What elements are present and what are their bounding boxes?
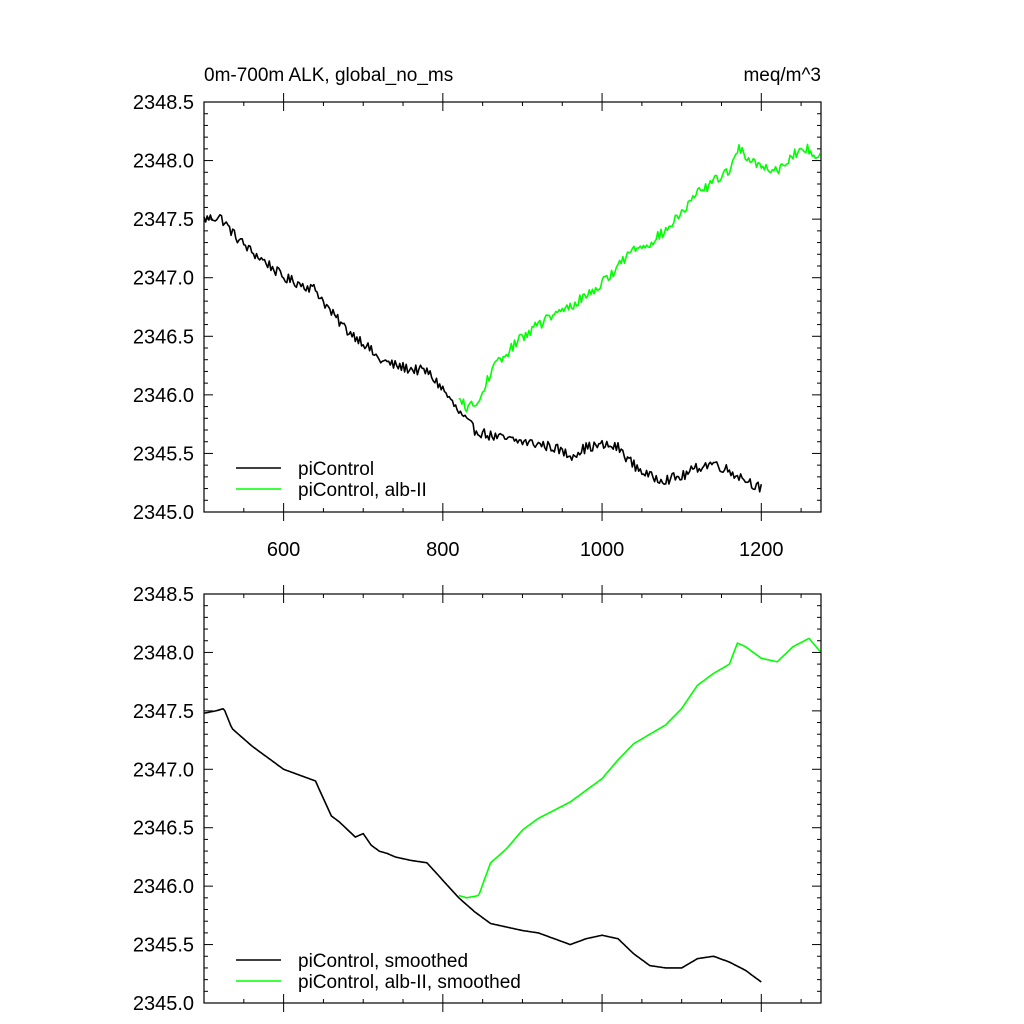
y-tick-label: 2345.5: [133, 935, 194, 957]
legend-label: piControl: [298, 459, 374, 480]
y-tick-label: 2347.5: [133, 701, 194, 723]
top-panel: 2345.0 2345.5 2346.0 2346.5 2347.0 2347.5 2348…: [133, 92, 822, 561]
plot-frame: [203, 593, 822, 1004]
y-tick-label: 2348.5: [133, 92, 194, 114]
legend-label: piControl, alb-II, smoothed: [298, 972, 521, 993]
y-tick-label: 2348.0: [133, 642, 194, 664]
legend-label: piControl, smoothed: [298, 951, 468, 972]
y-tick-label: 2346.5: [133, 326, 194, 348]
y-tick-label: 2347.0: [133, 268, 194, 290]
y-tick-label: 2348.0: [133, 151, 194, 173]
bottom-panel: 2345.0 2345.5 2346.0 2346.5 2347.0 2347.5 2348…: [133, 584, 822, 1015]
y-tick-label: 2348.5: [133, 584, 194, 606]
y-tick-label: 2345.0: [133, 993, 194, 1015]
series-line-1: [458, 637, 821, 899]
x-tick-label: 800: [426, 539, 459, 561]
legend-label: piControl, alb-II: [298, 480, 427, 501]
plot-frame: [203, 101, 822, 513]
x-tick-label: 1000: [580, 539, 625, 561]
x-tick-label: 600: [267, 539, 300, 561]
series-line-1: [458, 143, 821, 413]
units-label: meq/m^3: [743, 65, 821, 86]
chart-title: 0m-700m ALK, global_no_ms: [204, 65, 453, 86]
x-tick-label: 1200: [739, 539, 784, 561]
series-line-0: [203, 214, 763, 493]
y-tick-label: 2346.5: [133, 818, 194, 840]
y-tick-label: 2345.5: [133, 443, 194, 465]
series-line-0: [203, 708, 762, 983]
y-tick-label: 2345.0: [133, 502, 194, 524]
y-tick-label: 2346.0: [133, 876, 194, 898]
y-tick-label: 2346.0: [133, 385, 194, 407]
y-tick-label: 2347.5: [133, 209, 194, 231]
y-tick-label: 2347.0: [133, 759, 194, 781]
